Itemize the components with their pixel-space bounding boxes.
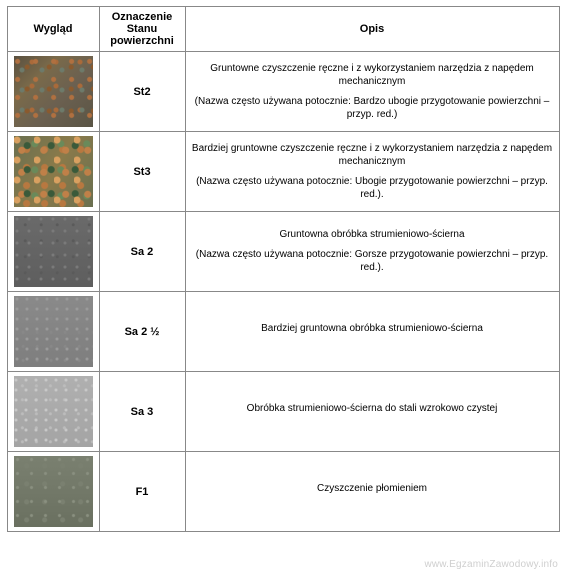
description-main: Gruntowna obróbka strumieniowo-ścierna <box>192 228 553 242</box>
description-cell: Bardziej gruntowne czyszczenie ręczne i … <box>185 132 559 212</box>
code-cell: St3 <box>99 132 185 212</box>
description-note: (Nazwa często używana potocznie: Bardzo … <box>192 95 553 122</box>
swatch-cell <box>7 132 99 212</box>
texture-swatch-icon <box>14 456 93 527</box>
description-cell: Obróbka strumieniowo-ścierna do stali wz… <box>185 372 559 452</box>
texture-swatch-icon <box>14 216 93 287</box>
table-body: St2 Gruntowne czyszczenie ręczne i z wyk… <box>7 52 559 532</box>
swatch-cell <box>7 372 99 452</box>
description-main: Gruntowne czyszczenie ręczne i z wykorzy… <box>192 62 553 89</box>
description-note: (Nazwa często używana potocznie: Ubogie … <box>192 175 553 202</box>
description-note: (Nazwa często używana potocznie: Gorsze … <box>192 248 553 275</box>
swatch-cell <box>7 212 99 292</box>
code-cell: F1 <box>99 452 185 532</box>
swatch-cell <box>7 452 99 532</box>
swatch-cell <box>7 292 99 372</box>
swatch-cell <box>7 52 99 132</box>
table-header-row: Wygląd Oznaczenie Stanu powierzchni Opis <box>7 7 559 52</box>
table-row: St2 Gruntowne czyszczenie ręczne i z wyk… <box>7 52 559 132</box>
texture-swatch-icon <box>14 296 93 367</box>
header-description: Opis <box>185 7 559 52</box>
table-row: Sa 2 ½ Bardziej gruntowna obróbka strumi… <box>7 292 559 372</box>
description-cell: Gruntowne czyszczenie ręczne i z wykorzy… <box>185 52 559 132</box>
description-main: Bardziej gruntowna obróbka strumieniowo-… <box>192 322 553 336</box>
description-cell: Gruntowna obróbka strumieniowo-ścierna (… <box>185 212 559 292</box>
code-cell: Sa 3 <box>99 372 185 452</box>
description-main: Bardziej gruntowne czyszczenie ręczne i … <box>192 142 553 169</box>
texture-swatch-icon <box>14 56 93 127</box>
header-appearance: Wygląd <box>7 7 99 52</box>
code-cell: Sa 2 <box>99 212 185 292</box>
table-row: F1 Czyszczenie płomieniem <box>7 452 559 532</box>
watermark-text: www.EgzaminZawodowy.info <box>424 559 558 570</box>
table-row: St3 Bardziej gruntowne czyszczenie ręczn… <box>7 132 559 212</box>
description-main: Obróbka strumieniowo-ścierna do stali wz… <box>192 402 553 416</box>
description-main: Czyszczenie płomieniem <box>192 482 553 496</box>
code-cell: St2 <box>99 52 185 132</box>
code-cell: Sa 2 ½ <box>99 292 185 372</box>
table-row: Sa 3 Obróbka strumieniowo-ścierna do sta… <box>7 372 559 452</box>
header-code: Oznaczenie Stanu powierzchni <box>99 7 185 52</box>
texture-swatch-icon <box>14 376 93 447</box>
table-row: Sa 2 Gruntowna obróbka strumieniowo-ście… <box>7 212 559 292</box>
description-cell: Czyszczenie płomieniem <box>185 452 559 532</box>
texture-swatch-icon <box>14 136 93 207</box>
surface-prep-table: Wygląd Oznaczenie Stanu powierzchni Opis… <box>7 6 560 532</box>
description-cell: Bardziej gruntowna obróbka strumieniowo-… <box>185 292 559 372</box>
